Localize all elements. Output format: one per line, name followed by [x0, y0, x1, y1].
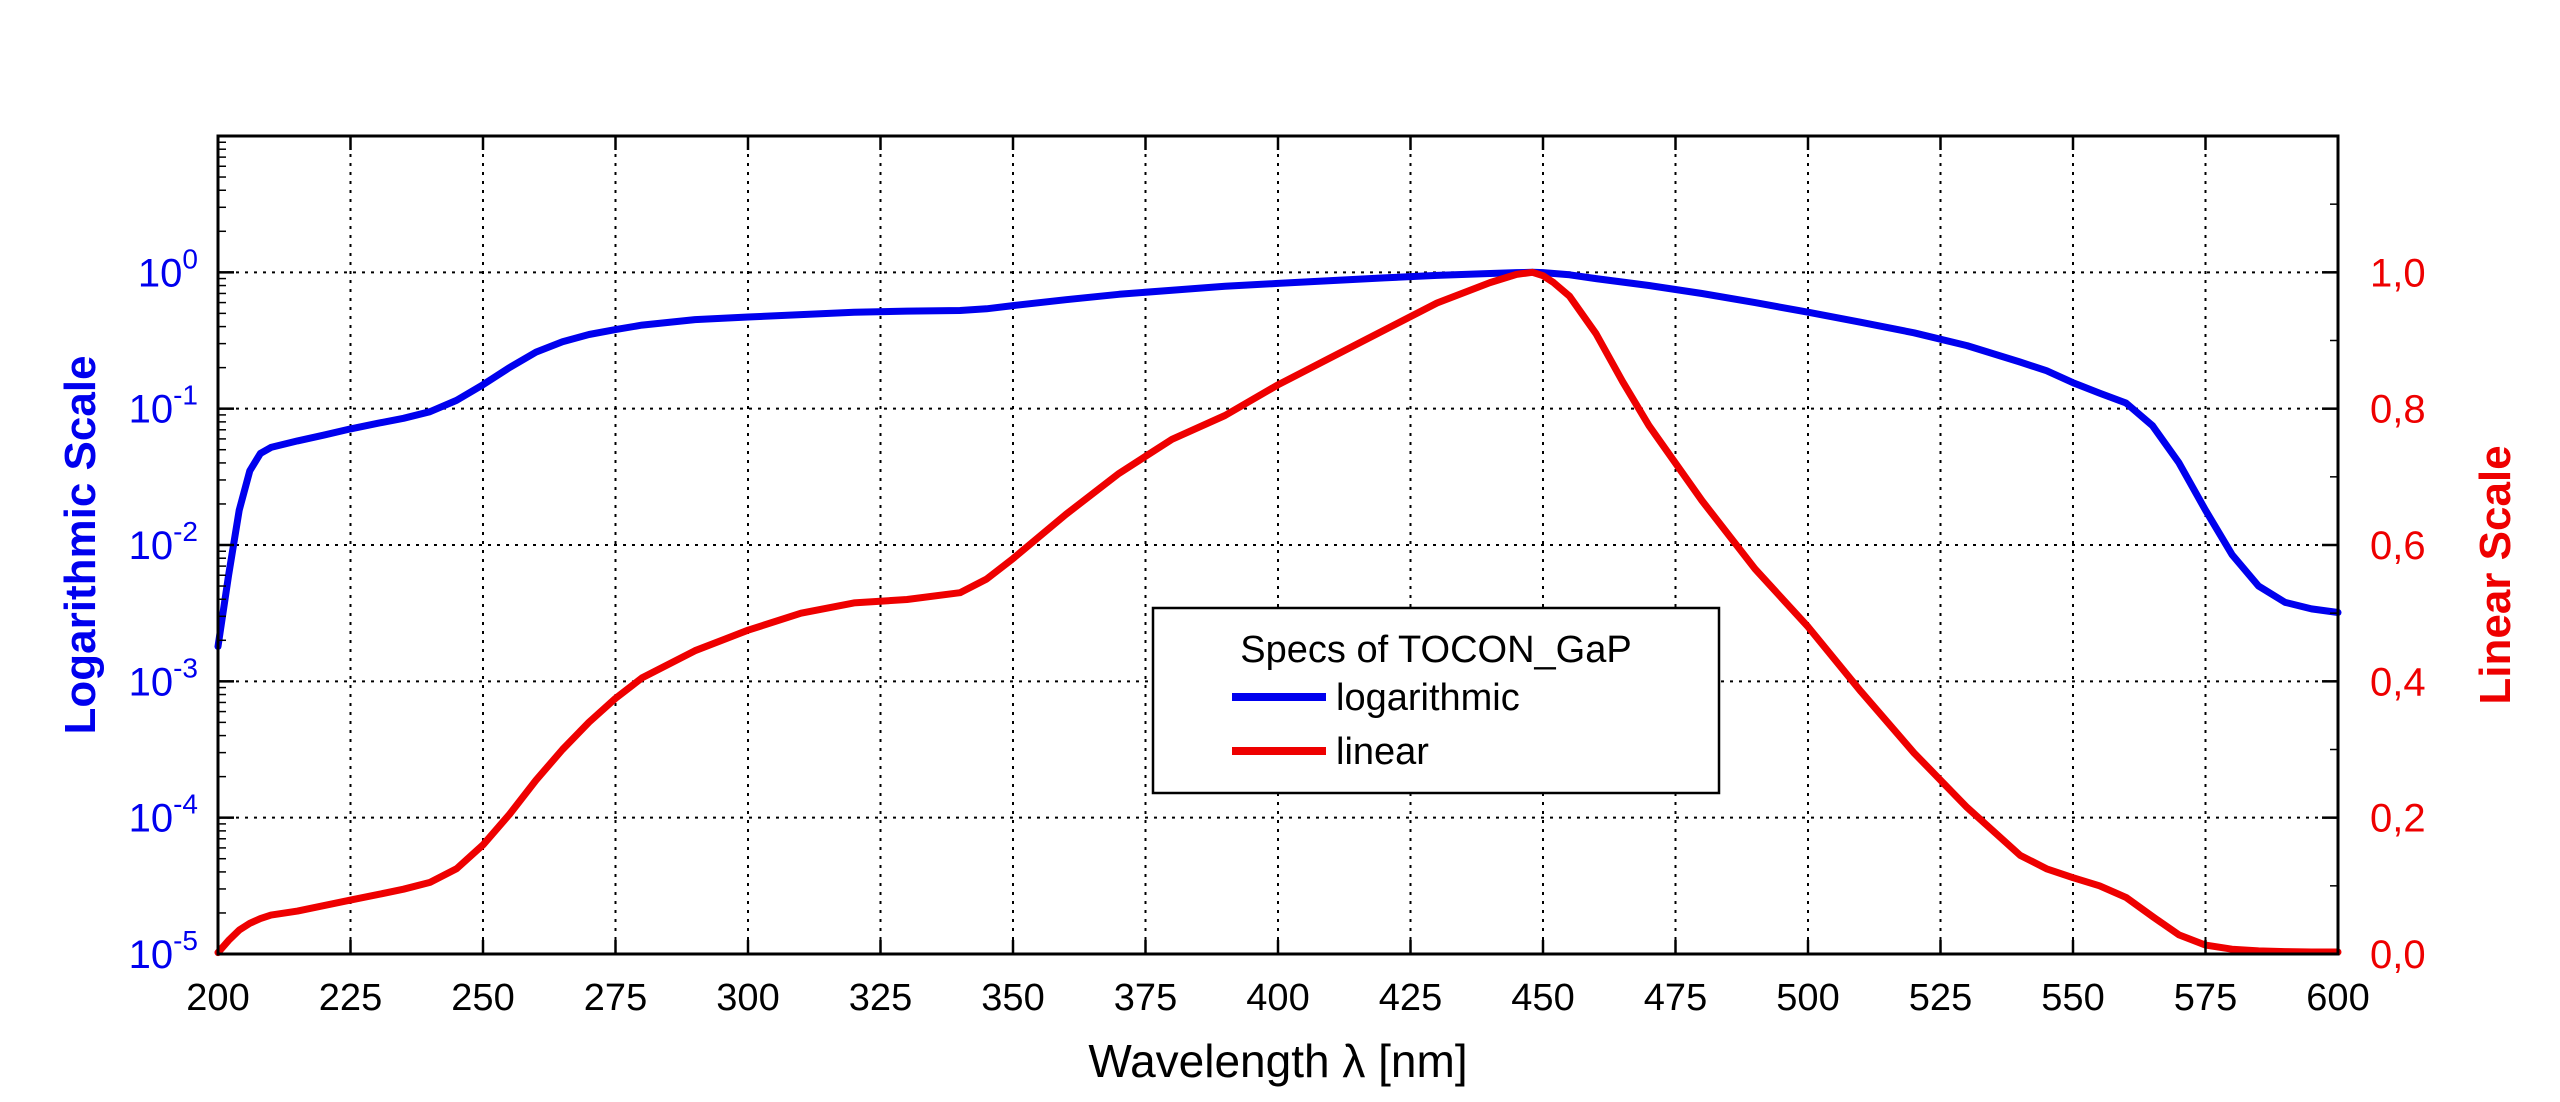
- x-tick-label: 300: [716, 977, 779, 1019]
- series-line-linear: [214, 268, 2342, 957]
- x-tick-label: 550: [2041, 977, 2104, 1019]
- x-tick-label: 600: [2306, 977, 2369, 1019]
- left-tick-exponent: -4: [173, 789, 198, 820]
- left-tick-exponent: -2: [173, 516, 198, 547]
- tick-marks: [216, 134, 2340, 956]
- right-tick-labels: 0,0 0,2 0,4 0,6 0,8 1,0: [2370, 251, 2426, 977]
- x-tick-label: 475: [1644, 977, 1707, 1019]
- x-tick-label: 350: [981, 977, 1044, 1019]
- legend-title: Specs of TOCON_GaP: [1240, 629, 1631, 671]
- x-tick-label: 225: [319, 977, 382, 1019]
- left-tick-exponent: -5: [173, 925, 198, 956]
- legend-label-linear: linear: [1336, 731, 1429, 773]
- left-tick-base: 10: [129, 660, 174, 704]
- x-tick-label: 250: [451, 977, 514, 1019]
- legend: Specs of TOCON_GaP logarithmic linear: [1151, 606, 1721, 795]
- x-tick-label: 575: [2174, 977, 2237, 1019]
- x-axis-title: Wavelength λ [nm]: [1088, 1035, 1467, 1087]
- right-tick-label: 0,6: [2370, 524, 2426, 568]
- left-tick-label: 10-3: [129, 652, 198, 704]
- x-tick-label: 500: [1776, 977, 1839, 1019]
- x-tick-label: 325: [849, 977, 912, 1019]
- left-tick-base: 10: [138, 251, 183, 295]
- left-tick-exponent: -1: [173, 380, 198, 411]
- x-tick-label: 200: [186, 977, 249, 1019]
- x-tick-labels: 200 225 250 275 300 325 350 375 400 425 450 475 500 5…: [186, 977, 2369, 1019]
- x-tick-label: 450: [1511, 977, 1574, 1019]
- right-tick-label: 0,8: [2370, 388, 2426, 432]
- y-axis-right-title: Linear Scale: [2471, 445, 2520, 704]
- y-axis-left-title: Logarithmic Scale: [56, 355, 105, 734]
- right-tick-label: 1,0: [2370, 251, 2426, 295]
- left-tick-exponent: 0: [182, 243, 198, 274]
- x-tick-label: 400: [1246, 977, 1309, 1019]
- left-tick-label: 100: [138, 243, 198, 295]
- left-tick-exponent: -3: [173, 652, 198, 683]
- left-tick-label: 10-2: [129, 516, 198, 568]
- x-tick-label: 275: [584, 977, 647, 1019]
- x-tick-label: 425: [1379, 977, 1442, 1019]
- left-tick-label: 10-4: [129, 789, 198, 841]
- series-line-logarithmic: [214, 268, 2342, 650]
- legend-label-logarithmic: logarithmic: [1336, 677, 1520, 719]
- left-tick-base: 10: [129, 797, 174, 841]
- series-layer: [214, 268, 2342, 957]
- right-tick-label: 0,2: [2370, 797, 2426, 841]
- left-tick-label: 10-1: [129, 380, 198, 432]
- left-tick-label: 10-5: [129, 925, 198, 977]
- x-tick-label: 375: [1114, 977, 1177, 1019]
- left-tick-base: 10: [129, 933, 174, 977]
- right-tick-label: 0,0: [2370, 933, 2426, 977]
- left-tick-base: 10: [129, 524, 174, 568]
- left-tick-base: 10: [129, 388, 174, 432]
- x-tick-label: 525: [1909, 977, 1972, 1019]
- right-tick-label: 0,4: [2370, 660, 2426, 704]
